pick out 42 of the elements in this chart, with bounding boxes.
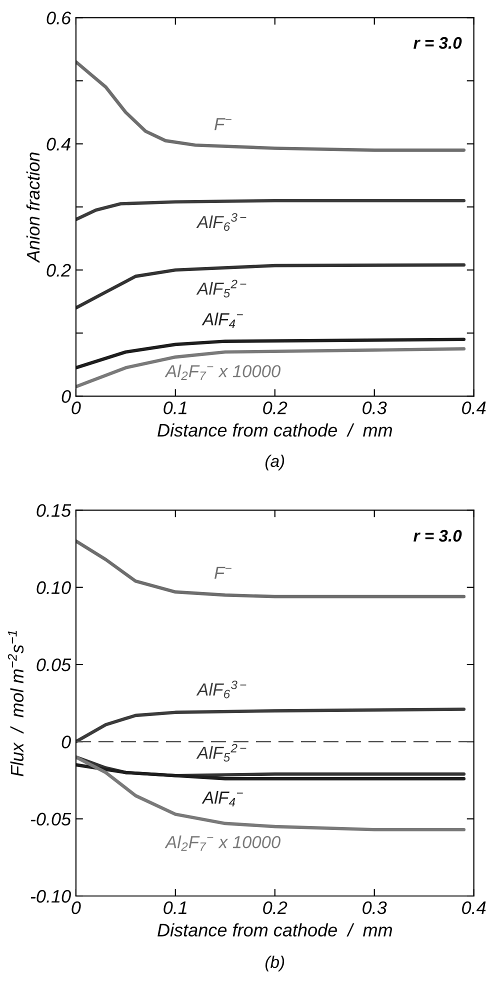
y-tick-label: 0.2 (46, 264, 71, 277)
line-series (76, 60, 466, 152)
series-label: AlF$_{4}$$^{−}$ (202, 312, 243, 328)
y-tick-label: 0.10 (36, 581, 71, 594)
series-label: AlF$_{6}$$^{3−}$ (196, 213, 246, 231)
y-axis-title: Flux / mol m$^{−2}$s$^{−1}$ (8, 630, 24, 776)
x-tick-label: 0.2 (263, 901, 288, 914)
series-label: F$^{−}$ (214, 566, 232, 579)
y-tick-label: 0 (62, 390, 71, 403)
x-tick-label: 0.3 (362, 401, 387, 414)
x-tick-label: 0.3 (362, 901, 387, 914)
x-axis-title: Distance from cathode / mm (158, 423, 392, 437)
y-tick-label: 0.15 (36, 504, 72, 517)
line-series (76, 708, 466, 744)
line-series (76, 347, 466, 388)
series-label: AlF$_{6}$$^{3−}$ (196, 680, 246, 698)
text: (b) (265, 956, 284, 972)
y-tick-label: 0.4 (46, 138, 70, 151)
x-tick-label: 0 (72, 401, 81, 414)
y-tick-label: -0.10 (30, 890, 71, 903)
x-tick-label: 0.2 (263, 401, 288, 414)
text: (a) (265, 454, 284, 470)
series-label: Al$_{2}$F$_{7}$$^{−}$ x 10000 (164, 364, 280, 380)
y-axis-title: Anion fraction (26, 152, 40, 264)
series-label: F$^{−}$ (214, 118, 232, 130)
annotation: r = 3.0 (414, 37, 462, 49)
series-label: AlF$_{4}$$^{−}$ (202, 790, 243, 806)
x-tick-label: 0.1 (164, 901, 186, 914)
x-tick-label: 0.4 (462, 401, 486, 414)
x-axis-title: Distance from cathode / mm (158, 923, 392, 937)
y-tick-label: -0.05 (30, 812, 72, 826)
line-series (76, 263, 466, 310)
series-label: AlF$_{5}$$^{2−}$ (196, 280, 246, 298)
x-tick-label: 0.1 (164, 401, 186, 414)
x-tick-label: 0.4 (462, 901, 486, 914)
y-tick-label: 0.05 (36, 658, 72, 672)
annotation: r = 3.0 (414, 530, 462, 542)
series-label: AlF$_{5}$$^{2−}$ (196, 744, 246, 762)
x-tick-label: 0 (72, 901, 81, 914)
series-label: Al$_{2}$F$_{7}$$^{−}$ x 10000 (164, 836, 280, 851)
y-tick-label: 0.6 (46, 12, 72, 24)
y-tick-label: 0 (62, 736, 71, 748)
